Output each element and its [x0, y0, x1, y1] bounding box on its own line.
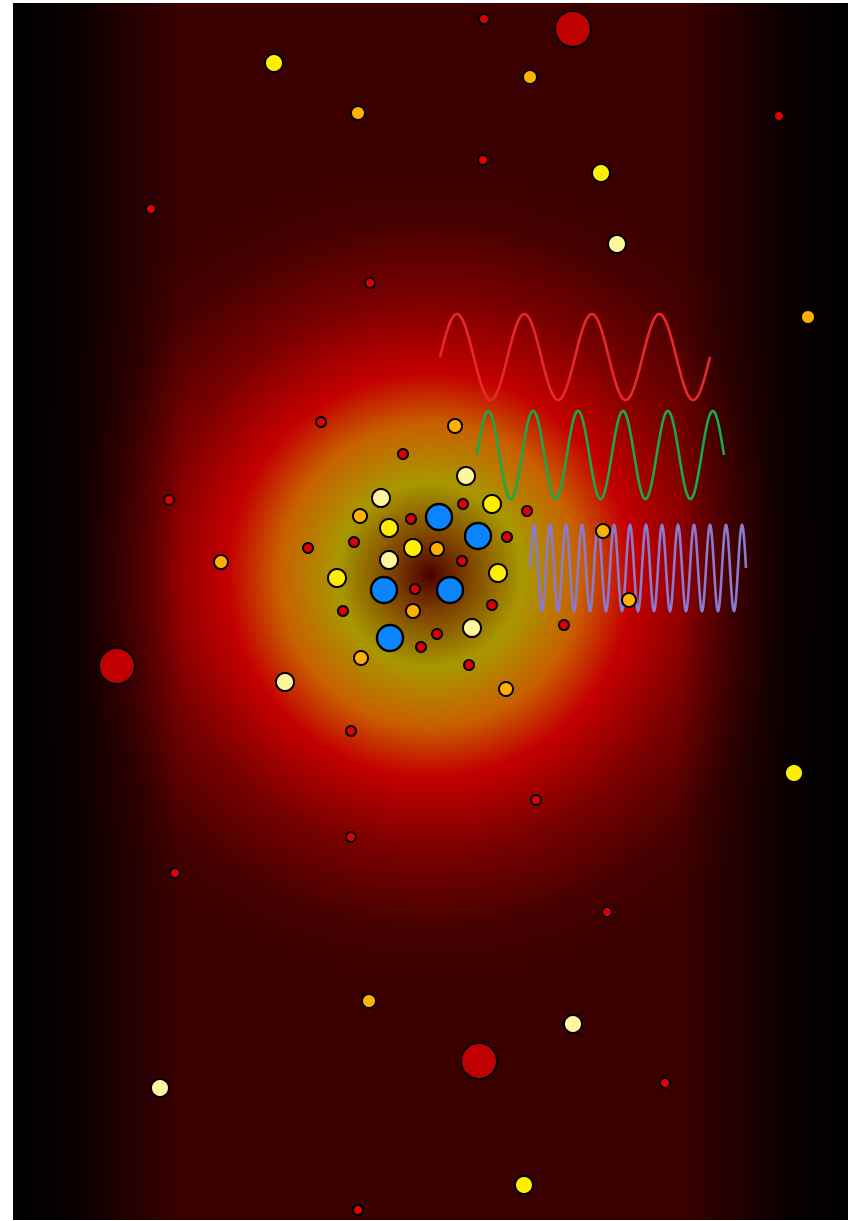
particle-orange: [498, 681, 514, 697]
particle-orange: [447, 418, 463, 434]
particle-red: [352, 1204, 364, 1216]
particle-orange: [800, 309, 816, 325]
particle-pale: [275, 672, 295, 692]
particle-big-red: [98, 647, 136, 685]
particle-yellow: [514, 1175, 534, 1195]
particle-yellow: [591, 163, 611, 183]
particle-pale: [607, 234, 627, 254]
particle-red: [405, 513, 417, 525]
particle-red: [477, 154, 489, 166]
particle-red: [456, 555, 468, 567]
particle-red: [397, 448, 409, 460]
particle-red: [302, 542, 314, 554]
particle-red: [145, 203, 157, 215]
particle-red: [601, 906, 613, 918]
particle-big-red: [460, 1042, 498, 1080]
particle-orange: [621, 592, 637, 608]
green-wave: [475, 409, 726, 501]
particle-pale: [563, 1014, 583, 1034]
particle-red: [409, 583, 421, 595]
particle-red: [315, 416, 327, 428]
particle-pale: [462, 618, 482, 638]
particle-orange: [405, 603, 421, 619]
particle-yellow: [403, 538, 423, 558]
particle-red: [348, 536, 360, 548]
particle-big-red: [554, 10, 592, 48]
particle-orange: [522, 69, 538, 85]
particle-red: [345, 725, 357, 737]
particle-blue: [435, 575, 465, 605]
particle-red: [530, 794, 542, 806]
particle-orange: [595, 523, 611, 539]
particle-red: [163, 494, 175, 506]
particle-red: [364, 277, 376, 289]
particle-yellow: [327, 568, 347, 588]
particle-yellow: [379, 518, 399, 538]
particle-blue: [424, 502, 454, 532]
particle-blue: [463, 521, 493, 551]
particle-orange: [353, 650, 369, 666]
particle-blue: [375, 623, 405, 653]
particle-pale: [456, 466, 476, 486]
particle-blue: [369, 575, 399, 605]
particle-orange: [213, 554, 229, 570]
particle-pale: [371, 488, 391, 508]
particle-yellow: [784, 763, 804, 783]
particle-orange: [361, 993, 377, 1009]
particle-yellow: [482, 494, 502, 514]
particle-red: [415, 641, 427, 653]
particle-red: [521, 505, 533, 517]
particle-red: [478, 13, 490, 25]
background-edge-shade: [13, 3, 848, 1220]
particle-red: [431, 628, 443, 640]
particle-red: [169, 867, 181, 879]
particle-yellow: [488, 563, 508, 583]
particle-red: [558, 619, 570, 631]
particle-red: [463, 659, 475, 671]
particle-yellow: [264, 53, 284, 73]
particle-group: [98, 10, 816, 1216]
particle-orange: [429, 541, 445, 557]
particle-red: [345, 831, 357, 843]
particle-red: [486, 599, 498, 611]
particle-orange: [350, 105, 366, 121]
red-wave: [438, 312, 712, 402]
particle-red: [773, 110, 785, 122]
particle-pale: [379, 550, 399, 570]
particle-pale: [150, 1078, 170, 1098]
wave-group: [438, 312, 748, 614]
particle-red: [659, 1077, 671, 1089]
particle-red: [501, 531, 513, 543]
particle-orange: [352, 508, 368, 524]
violet-wave: [528, 522, 748, 614]
particle-red: [337, 605, 349, 617]
particle-red: [457, 498, 469, 510]
